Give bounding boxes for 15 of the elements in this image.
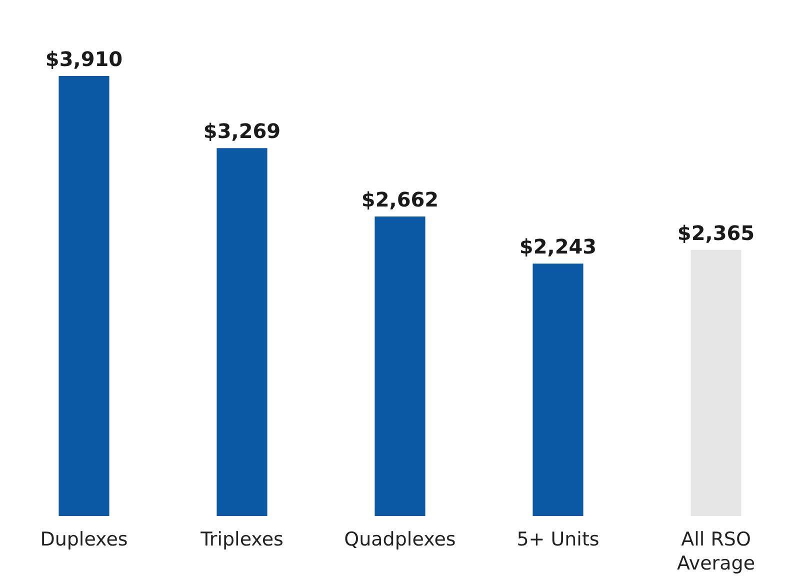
bar xyxy=(374,216,426,516)
x-tick-label: All RSO Average xyxy=(676,528,756,574)
data-label: $3,269 xyxy=(203,119,281,144)
x-tick-label: Duplexes xyxy=(40,528,128,550)
data-label: $2,662 xyxy=(361,187,439,212)
data-label: $2,365 xyxy=(677,220,755,245)
x-tick-label: Quadplexes xyxy=(344,528,456,550)
x-tick-label: 5+ Units xyxy=(516,528,600,550)
bar xyxy=(532,264,584,516)
x-tick-label: Triplexes xyxy=(200,528,284,550)
bar xyxy=(58,76,110,516)
data-label: $2,243 xyxy=(519,234,597,259)
data-label: $3,910 xyxy=(45,47,123,71)
bar xyxy=(690,250,742,516)
bar xyxy=(216,148,268,516)
